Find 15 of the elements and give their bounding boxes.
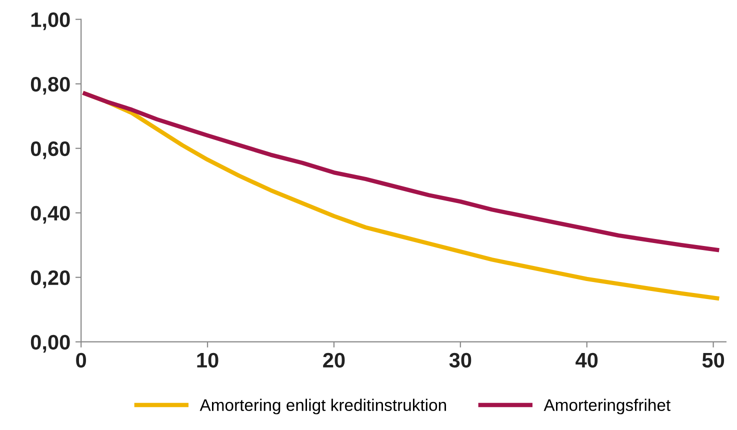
line-series xyxy=(82,91,720,252)
legend-label: Amorteringsfrihet xyxy=(544,398,670,414)
y-tick-label: 0,00 xyxy=(30,334,70,353)
x-tick-label: 0 xyxy=(76,352,86,368)
y-tick-label: 0,40 xyxy=(30,206,70,224)
legend-label: Amortering enligt kreditinstruktion xyxy=(200,398,446,414)
y-tick-label: 0,20 xyxy=(30,270,70,288)
y-tick-label: 0,80 xyxy=(30,76,70,95)
x-tick-label: 20 xyxy=(323,352,345,368)
x-tick-label: 30 xyxy=(449,352,472,368)
x-tick-label: 50 xyxy=(702,352,724,368)
y-tick-label: 0,60 xyxy=(30,141,70,160)
x-tick-label: 40 xyxy=(576,352,598,368)
y-tick-label: 1,00 xyxy=(31,12,70,30)
x-tick-label: 10 xyxy=(197,352,218,368)
